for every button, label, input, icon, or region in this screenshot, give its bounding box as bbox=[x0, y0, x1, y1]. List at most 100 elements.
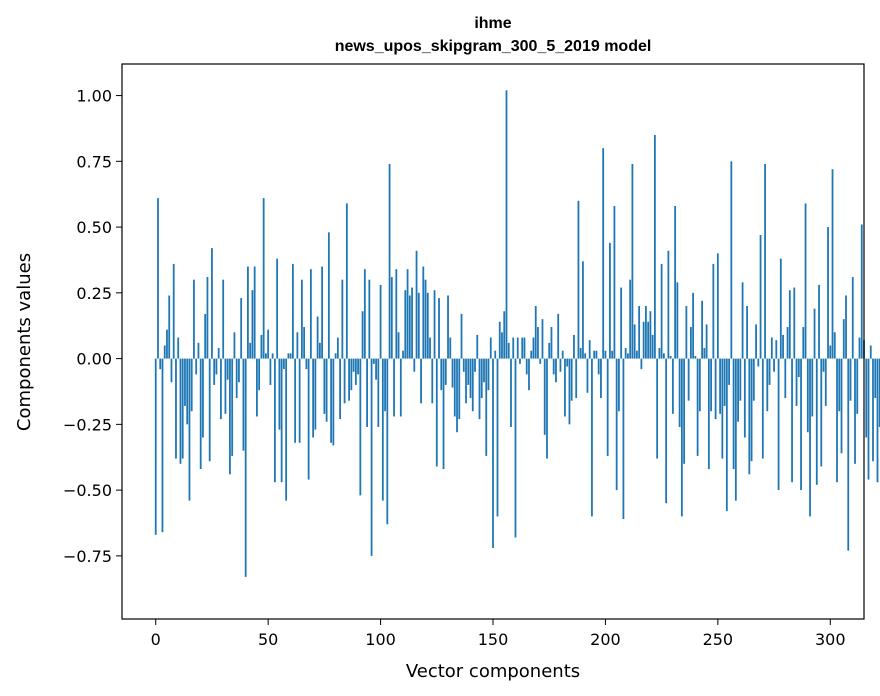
bar-310 bbox=[851, 277, 854, 359]
y-tick-label: 0.25 bbox=[76, 284, 112, 303]
bar-220 bbox=[649, 311, 652, 359]
bar-223 bbox=[656, 358, 659, 459]
bar-255 bbox=[728, 358, 730, 385]
bar-313 bbox=[858, 337, 861, 359]
bar-198 bbox=[600, 358, 602, 399]
bar-120 bbox=[424, 279, 427, 359]
bar-177 bbox=[552, 358, 555, 375]
bar-40 bbox=[244, 358, 247, 577]
bar-70 bbox=[312, 358, 315, 438]
bar-167 bbox=[530, 350, 533, 359]
bar-170 bbox=[537, 327, 539, 359]
bar-106 bbox=[393, 358, 395, 417]
bar-41 bbox=[247, 266, 249, 359]
bar-25 bbox=[211, 248, 213, 359]
bar-244 bbox=[703, 348, 706, 359]
bar-178 bbox=[555, 358, 557, 383]
bar-213 bbox=[633, 324, 636, 359]
bar-307 bbox=[845, 295, 847, 359]
bar-311 bbox=[854, 358, 856, 464]
bar-204 bbox=[613, 206, 616, 359]
bar-260 bbox=[739, 358, 742, 401]
bar-134 bbox=[456, 358, 458, 433]
bar-306 bbox=[842, 319, 845, 359]
bar-224 bbox=[658, 348, 661, 359]
bar-214 bbox=[636, 350, 638, 359]
bar-212 bbox=[631, 163, 634, 359]
bar-141 bbox=[471, 358, 474, 412]
chart-title-line1: ihme bbox=[474, 15, 511, 32]
bar-130 bbox=[447, 295, 449, 359]
bar-201 bbox=[606, 358, 609, 456]
bar-69 bbox=[309, 269, 312, 359]
bar-47 bbox=[260, 334, 263, 359]
bar-142 bbox=[474, 358, 476, 372]
bar-20 bbox=[199, 358, 202, 470]
bar-165 bbox=[525, 358, 528, 375]
bar-138 bbox=[465, 358, 467, 404]
bar-296 bbox=[820, 358, 823, 467]
bar-95 bbox=[368, 279, 371, 359]
bar-118 bbox=[420, 358, 422, 404]
bar-115 bbox=[413, 358, 416, 372]
bar-92 bbox=[361, 311, 364, 359]
bar-279 bbox=[782, 334, 784, 359]
bar-77 bbox=[327, 232, 330, 359]
bar-308 bbox=[847, 358, 850, 551]
bar-136 bbox=[460, 313, 463, 359]
bar-46 bbox=[258, 358, 261, 391]
bar-173 bbox=[543, 358, 546, 435]
plot-frame bbox=[121, 63, 865, 620]
x-axis-label: Vector components bbox=[406, 661, 580, 682]
bar-76 bbox=[325, 358, 328, 422]
bars-group bbox=[154, 90, 880, 577]
bar-240 bbox=[694, 355, 697, 359]
bar-13 bbox=[184, 358, 186, 406]
bar-127 bbox=[440, 358, 443, 391]
bar-299 bbox=[827, 227, 829, 359]
bar-194 bbox=[591, 358, 593, 517]
bar-87 bbox=[350, 358, 353, 391]
bar-109 bbox=[399, 358, 402, 417]
y-tick-label: −0.75 bbox=[63, 547, 112, 566]
bar-272 bbox=[766, 358, 769, 412]
bar-249 bbox=[714, 358, 717, 420]
bar-312 bbox=[856, 358, 859, 414]
bar-190 bbox=[582, 261, 584, 359]
bar-5 bbox=[166, 329, 168, 359]
bar-143 bbox=[476, 334, 479, 359]
bar-64 bbox=[298, 358, 301, 443]
bar-195 bbox=[593, 350, 596, 359]
bar-60 bbox=[289, 353, 292, 359]
bar-185 bbox=[570, 358, 573, 401]
bar-68 bbox=[307, 358, 310, 480]
y-tick-label: −0.25 bbox=[63, 415, 112, 434]
bar-110 bbox=[402, 350, 404, 359]
bar-32 bbox=[226, 358, 229, 380]
bar-124 bbox=[433, 290, 436, 359]
bar-45 bbox=[256, 358, 258, 417]
bar-171 bbox=[539, 358, 542, 364]
bar-230 bbox=[671, 358, 674, 414]
bar-162 bbox=[519, 358, 521, 364]
bar-268 bbox=[757, 358, 760, 367]
bar-59 bbox=[287, 353, 290, 359]
bar-241 bbox=[696, 358, 699, 456]
y-axis-ticks: −0.75 −0.50 −0.25 0.00 0.25 0.50 0.75 1.00 bbox=[63, 87, 122, 566]
bar-153 bbox=[498, 321, 501, 359]
bar-24 bbox=[208, 358, 211, 462]
bar-111 bbox=[404, 290, 407, 359]
bar-49 bbox=[265, 353, 267, 359]
bar-267 bbox=[755, 324, 757, 359]
bar-125 bbox=[435, 358, 438, 467]
bar-281 bbox=[786, 327, 789, 359]
bar-146 bbox=[483, 358, 485, 383]
bar-54 bbox=[276, 258, 279, 359]
bar-199 bbox=[602, 148, 605, 359]
bar-232 bbox=[676, 282, 679, 359]
bar-89 bbox=[354, 358, 357, 385]
bar-161 bbox=[516, 337, 519, 359]
bar-152 bbox=[496, 358, 499, 517]
bar-85 bbox=[345, 203, 348, 359]
bar-78 bbox=[330, 358, 333, 443]
